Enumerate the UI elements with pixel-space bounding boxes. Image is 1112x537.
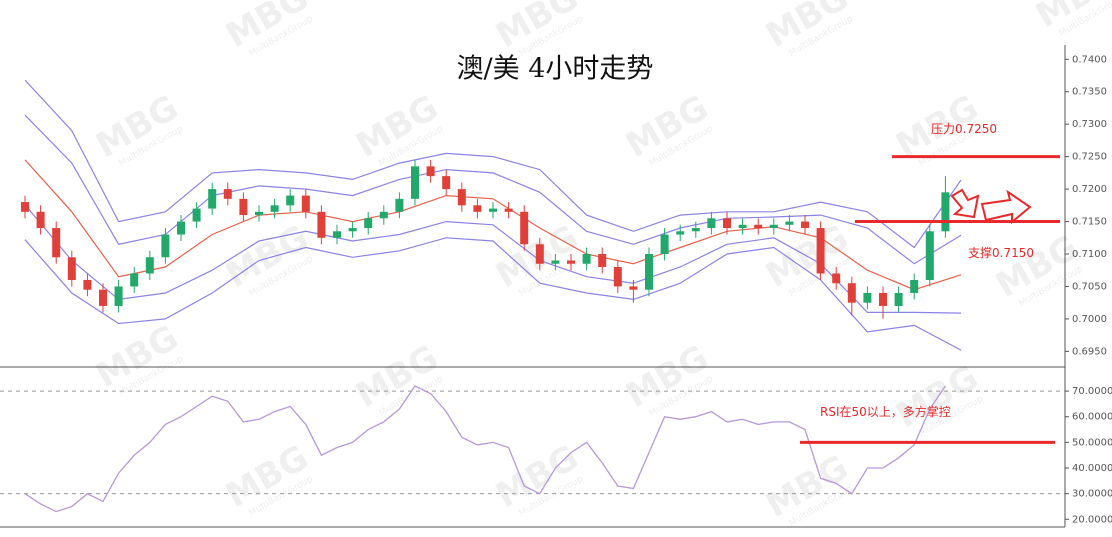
candle-body (161, 234, 170, 258)
candle-body (863, 292, 872, 303)
candle-body (99, 289, 107, 306)
candle-body (177, 221, 185, 235)
chart-title: 澳/美 4小时走势 (457, 54, 654, 85)
candle-body (598, 254, 607, 267)
candle-body (504, 208, 513, 212)
candle-body (114, 286, 123, 306)
candle-body (52, 228, 61, 258)
y-tick-label: 40.0000 (1072, 463, 1112, 474)
rsi-line (24, 385, 946, 513)
candle-body (925, 231, 934, 280)
candle-body (301, 195, 310, 212)
y-tick-label: 60.0000 (1072, 412, 1112, 423)
candle-body (192, 208, 201, 222)
candle-body (317, 211, 326, 238)
candle-body (629, 286, 638, 290)
candle-body (613, 266, 622, 287)
candle-body (769, 224, 778, 229)
y-tick-label: 0.7050 (1072, 281, 1107, 292)
y-tick-label: 50.0000 (1072, 437, 1112, 448)
band-line (24, 237, 962, 351)
candle-body (348, 228, 357, 232)
candle-body (83, 279, 92, 290)
candle-body (130, 273, 139, 287)
annotation-label: 支撑0.7150 (968, 245, 1034, 260)
candle-body (847, 283, 856, 303)
candle-body (411, 166, 419, 199)
candle-body (379, 211, 388, 219)
candle-body (239, 198, 248, 216)
y-tick-label: 0.6950 (1072, 346, 1107, 357)
band-line (24, 79, 962, 249)
annotation-label: RSI在50以上，多方掌控 (820, 404, 951, 419)
candle-body (270, 205, 279, 212)
y-tick-label: 0.7350 (1072, 87, 1107, 98)
candle-body (707, 218, 716, 229)
candle-body (551, 260, 560, 264)
candle-body (816, 228, 825, 274)
candle-body (660, 234, 669, 255)
candle-body (520, 211, 529, 245)
y-tick-label: 30.0000 (1072, 489, 1112, 500)
candle-body (691, 228, 700, 232)
arrow-right (980, 189, 1032, 225)
candle-body (645, 254, 653, 290)
candle-body (333, 231, 341, 238)
candle-body (67, 257, 76, 280)
candle-body (426, 166, 435, 177)
candle-body (754, 224, 763, 229)
candle-body (21, 202, 29, 212)
y-tick-label: 0.7300 (1072, 119, 1107, 130)
candle-body (145, 257, 154, 274)
y-tick-label: 0.7100 (1072, 249, 1107, 260)
candle-body (255, 211, 263, 216)
candle-body (738, 224, 747, 229)
candle-body (582, 254, 591, 264)
candle-body (442, 176, 451, 190)
annotation-label: 压力0.7250 (931, 122, 997, 136)
candle-body (457, 189, 466, 206)
candle-body (286, 195, 295, 206)
y-tick-label: 0.7000 (1072, 314, 1107, 325)
y-tick-label: 70.0000 (1072, 386, 1112, 397)
candle-body (941, 192, 950, 232)
candle-body (473, 205, 482, 212)
candle-body (535, 244, 544, 264)
y-tick-label: 0.7250 (1072, 152, 1107, 163)
candle-body (676, 231, 685, 235)
candle-body (364, 218, 373, 229)
candle-body (489, 208, 497, 212)
candle-body (785, 221, 794, 225)
candle-body (723, 218, 731, 229)
band-line (24, 204, 962, 314)
y-tick-label: 0.7200 (1072, 184, 1107, 195)
y-tick-label: 20.0000 (1072, 514, 1112, 525)
candle-body (832, 273, 841, 284)
candle-body (36, 211, 45, 229)
candle-body (910, 279, 919, 293)
candle-body (567, 260, 575, 264)
candle-body (801, 221, 809, 229)
candle-body (879, 292, 887, 306)
y-tick-label: 0.7400 (1072, 54, 1107, 65)
candle-body (894, 292, 903, 306)
arrow-down (950, 188, 980, 219)
candle-body (223, 189, 232, 199)
candle-body (208, 189, 217, 209)
candle-body (395, 198, 404, 212)
y-tick-label: 0.7150 (1072, 217, 1107, 228)
